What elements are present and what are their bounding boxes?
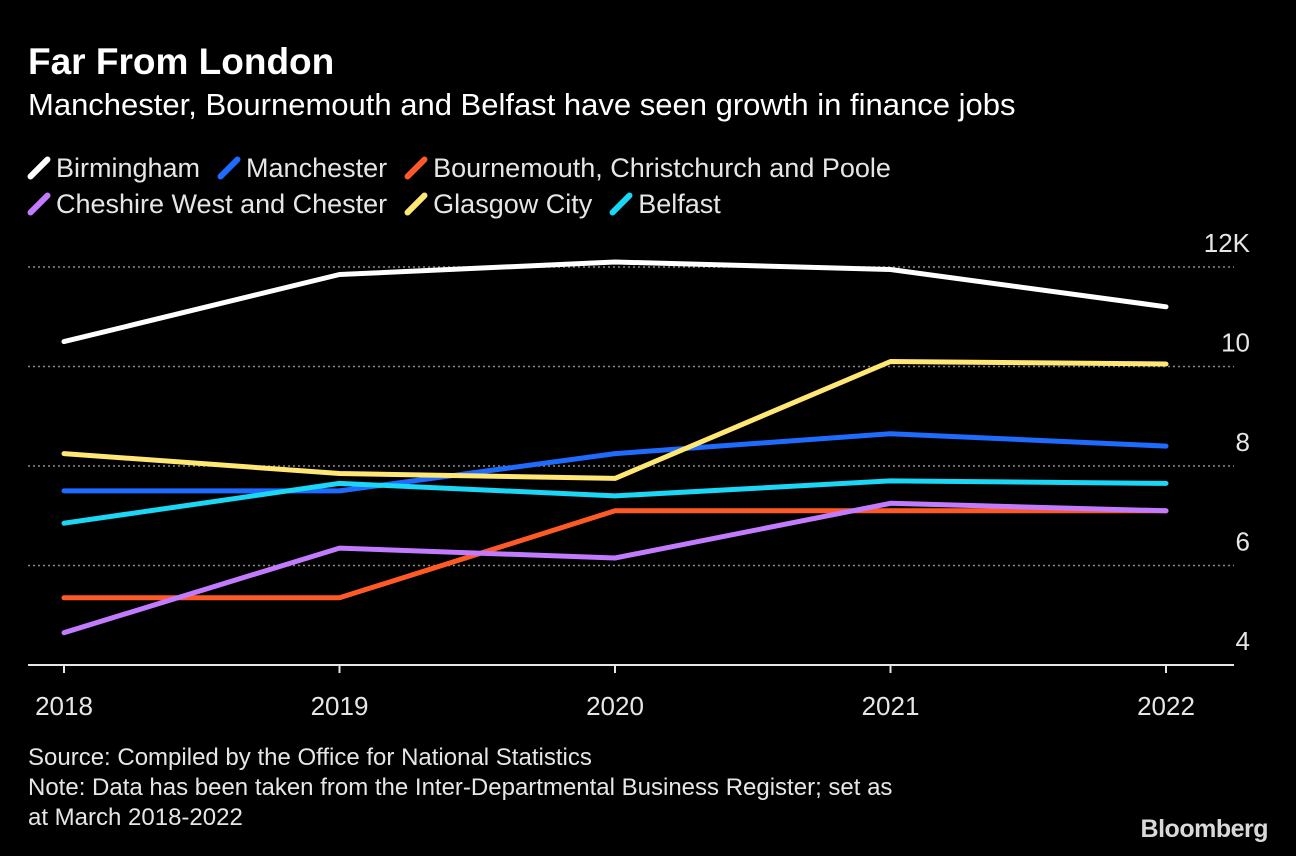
legend-label: Bournemouth, Christchurch and Poole — [433, 152, 891, 183]
x-tick-label: 2022 — [1137, 691, 1195, 721]
bloomberg-logo: Bloomberg — [1140, 815, 1269, 843]
legend-item-bournemouth: Bournemouth, Christchurch and Poole — [403, 152, 891, 184]
chart-title: Far From London — [28, 41, 335, 82]
legend-label: Manchester — [246, 152, 388, 183]
legend-label: Glasgow City — [433, 188, 593, 219]
series-line-manchester — [61, 431, 1169, 494]
series-line-glasgow-city — [61, 359, 1169, 481]
series-line-bournemouth-christchurch-and-poole — [61, 508, 1169, 601]
legend-label: Cheshire West and Chester — [56, 188, 388, 219]
series-line-belfast — [61, 478, 1169, 526]
legend: Birmingham Manchester Bournemouth, Chris… — [26, 150, 1268, 222]
legend-label: Birmingham — [56, 152, 201, 183]
chart-subtitle: Manchester, Bournemouth and Belfast have… — [28, 87, 1016, 122]
legend-item-glasgow: Glasgow City — [403, 188, 593, 220]
note-text-line1: Note: Data has been taken from the Inter… — [28, 774, 893, 801]
y-tick-label: 8 — [1236, 427, 1250, 457]
legend-item-belfast: Belfast — [608, 188, 721, 220]
legend-row: Birmingham Manchester Bournemouth, Chris… — [26, 150, 1268, 186]
x-tick-label: 2020 — [586, 691, 644, 721]
x-tick-label: 2019 — [311, 691, 369, 721]
legend-item-birmingham: Birmingham — [26, 152, 201, 184]
x-tick-label: 2021 — [862, 691, 920, 721]
y-tick-label: 6 — [1236, 527, 1250, 557]
legend-label: Belfast — [638, 188, 721, 219]
legend-item-cheshire: Cheshire West and Chester — [26, 188, 388, 220]
x-tick-label: 2018 — [35, 691, 93, 721]
legend-row: Cheshire West and Chester Glasgow City B… — [26, 186, 1268, 222]
source-text: Source: Compiled by the Office for Natio… — [28, 744, 592, 771]
legend-item-manchester: Manchester — [216, 152, 388, 184]
footer-notes: Source: Compiled by the Office for Natio… — [28, 743, 892, 833]
note-text-line2: at March 2018-2022 — [28, 804, 243, 831]
y-tick-label: 12K — [1204, 228, 1251, 258]
series-line-cheshire-west-and-chester — [61, 500, 1169, 636]
series-line-birmingham — [61, 259, 1169, 345]
y-tick-label: 4 — [1236, 626, 1250, 656]
y-tick-label: 10 — [1221, 328, 1250, 358]
